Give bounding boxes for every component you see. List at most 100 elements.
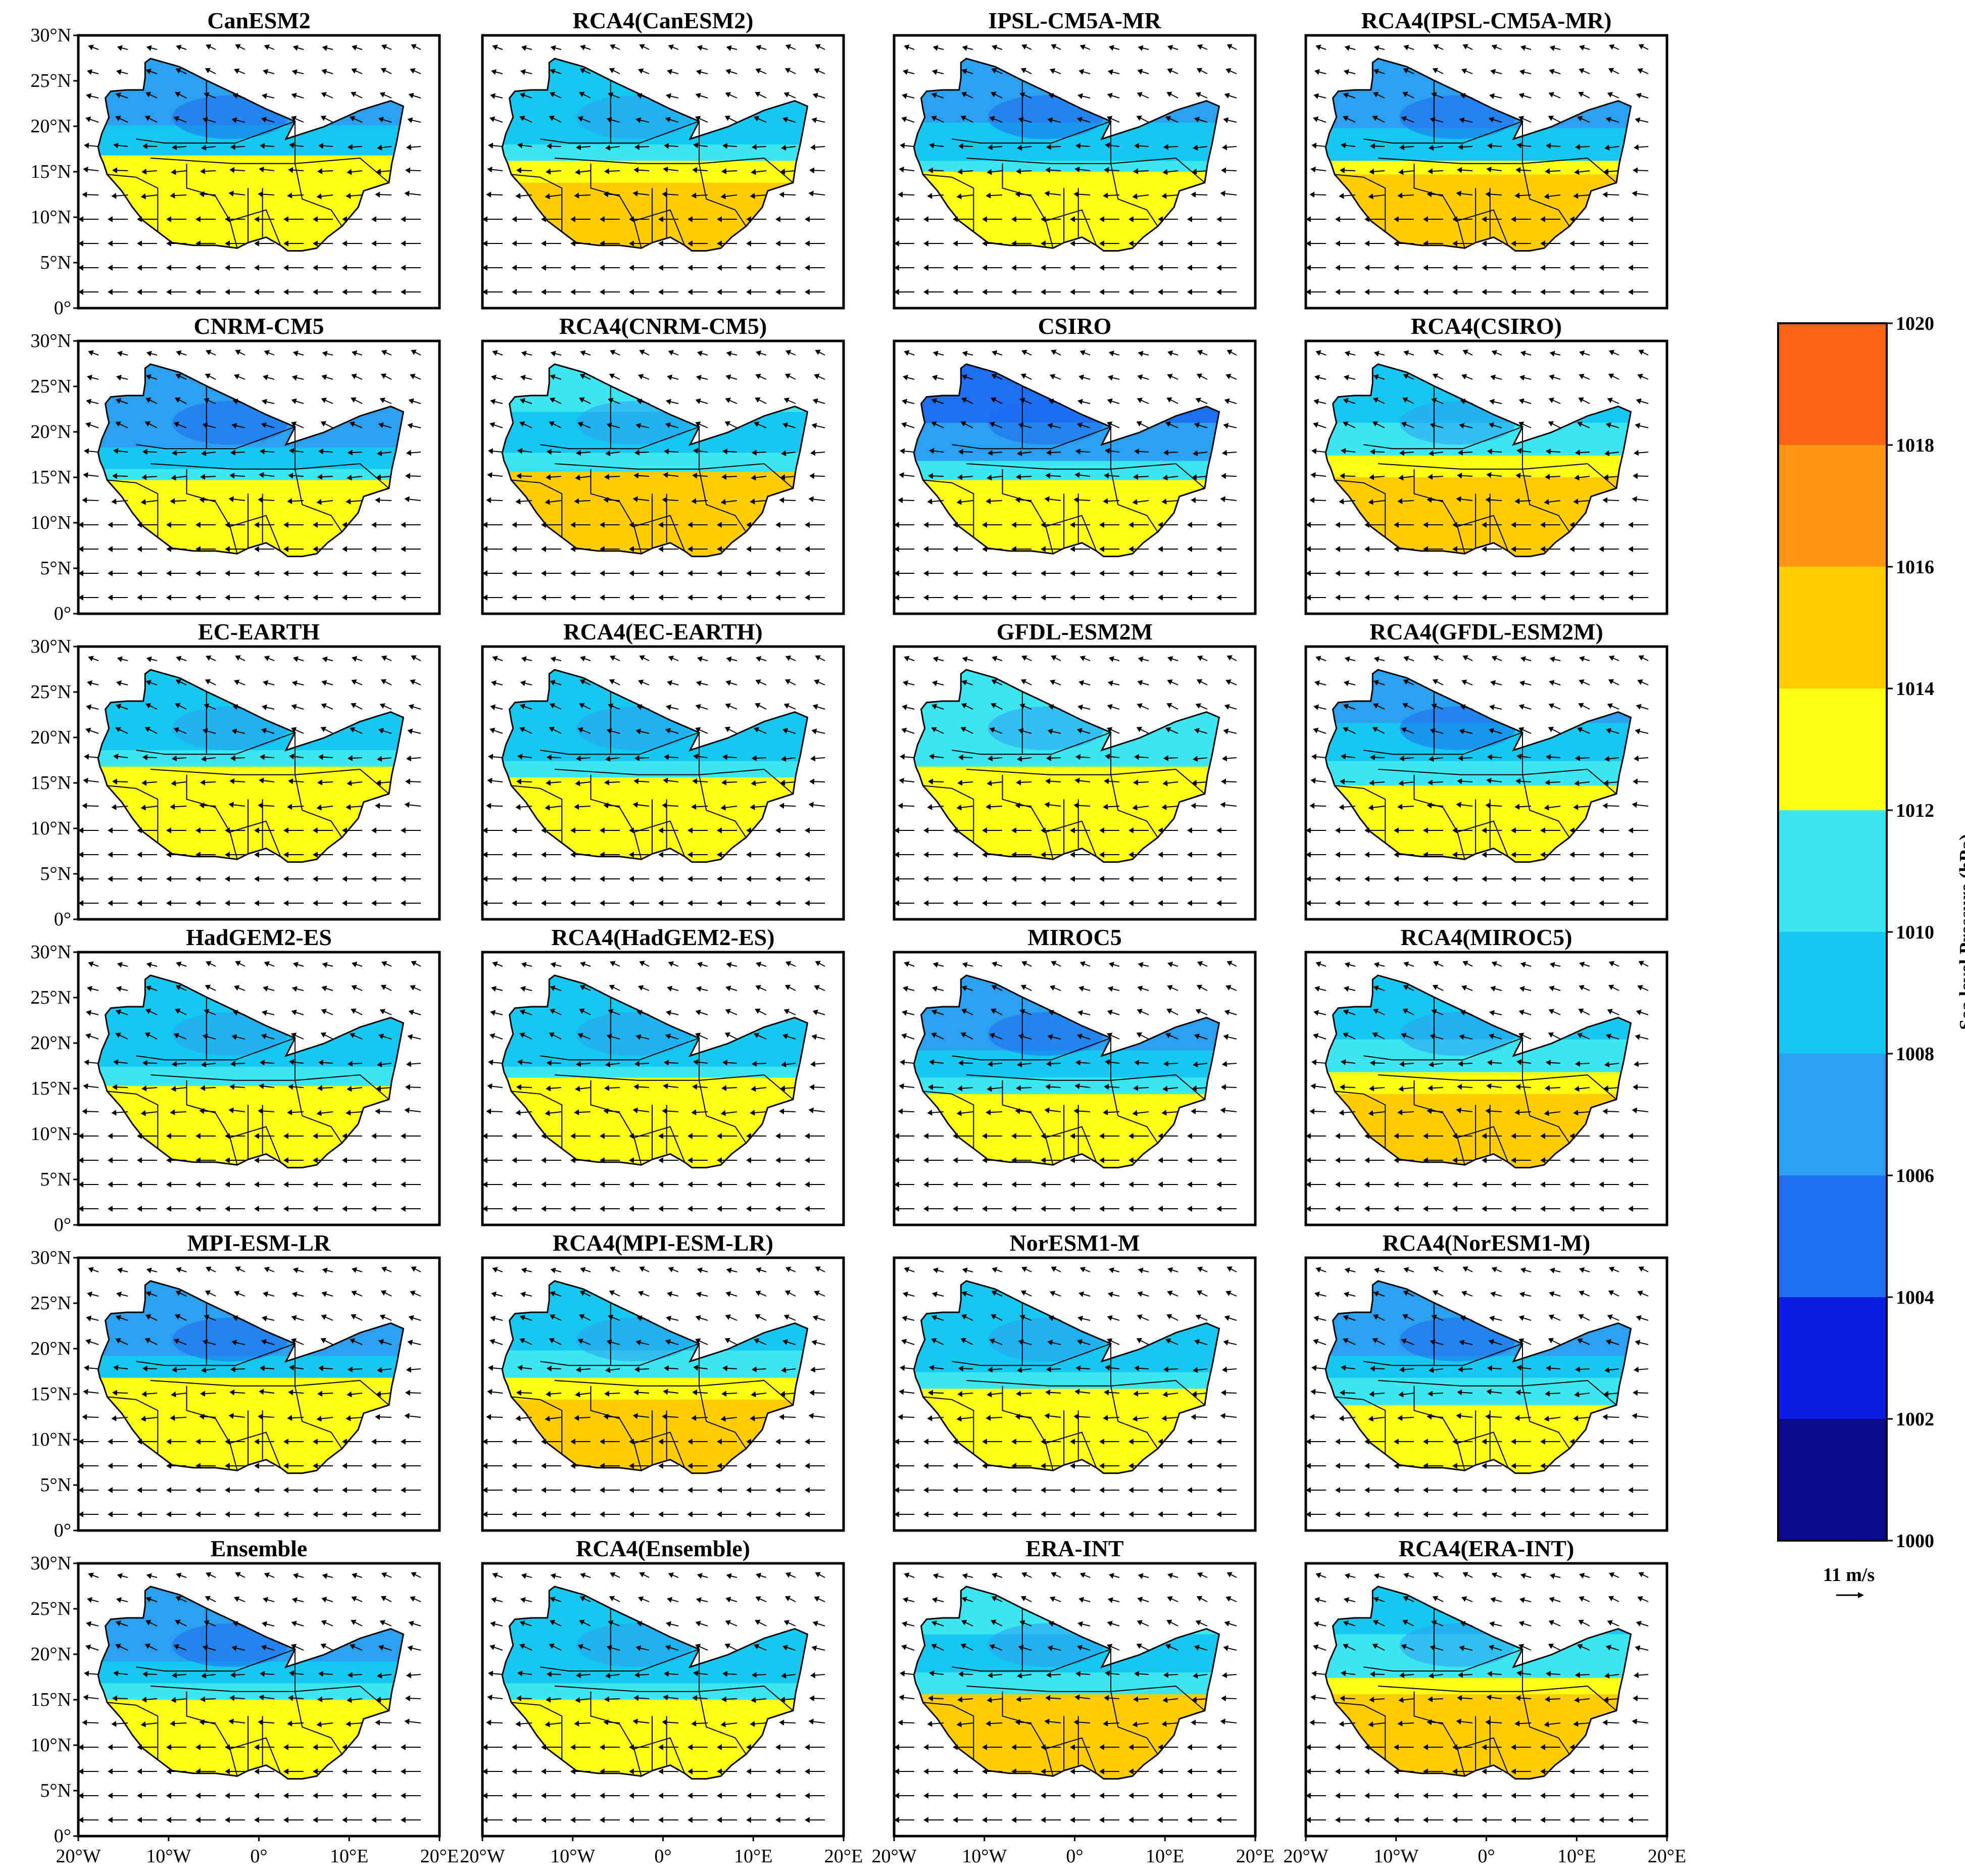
wind-arrow-head [775,852,780,858]
wind-arrow-head [695,727,701,733]
wind-arrow-head [1603,474,1609,480]
wind-arrow-head [810,1061,816,1067]
wind-arrow-head [982,546,987,552]
wind-arrow-head [1608,679,1614,684]
wind-arrow-head [902,93,908,99]
wind-arrow-head [610,961,616,967]
wind-arrow-head [173,116,179,122]
region-outline [97,974,405,1169]
wind-arrow-head [1423,595,1428,601]
wind-arrow-head [1128,216,1134,222]
wind-arrow-head [1220,1107,1225,1114]
wind-arrow-head [663,142,669,149]
wind-arrow-head [1041,546,1046,552]
wind-arrow-head [687,876,693,882]
wind-arrow-head [1491,350,1497,356]
wind-arrow-head [1515,778,1521,784]
wind-arrow-head [751,1366,757,1372]
wind-arrow-head [225,1133,230,1139]
wind-arrow-head [600,1206,605,1212]
wind-arrow-head [381,1266,387,1272]
panel-frame [1304,645,1668,921]
wind-arrow-head [254,265,259,271]
pressure-band [98,1085,404,1168]
wind-arrow-head [1482,852,1487,858]
wind-arrow-head [1402,703,1408,709]
wind-arrow-head [1045,167,1051,173]
wind-arrow-head [1460,704,1466,710]
wind-arrow-head [570,570,575,576]
wind-arrow-head [541,522,546,528]
wind-arrow-head [962,351,968,357]
wind-arrow-head [82,191,87,198]
wind-arrow-head [1491,44,1497,50]
wind-arrow-head [371,900,376,906]
panel-frame [481,951,845,1226]
wind-arrow-head [811,423,817,429]
wind-arrow-head [904,656,910,662]
wind-arrow-head [779,497,784,504]
wind-arrow-head [927,804,932,810]
wind-arrow-head [1216,522,1221,528]
wind-arrow-head [512,876,517,882]
wind-arrow-head [254,1181,259,1188]
wind-arrow-head [1343,398,1349,404]
wind-arrow-head [342,1206,347,1212]
wind-arrow-head [283,827,288,833]
wind-arrow-head [1429,1061,1434,1068]
wind-arrow-head [1452,827,1457,833]
wind-arrow-head [1394,827,1399,833]
wind-vectors [894,350,1237,601]
wind-arrow-head [233,1291,240,1297]
wind-arrow-head [205,1290,211,1296]
wind-arrow-head [784,679,791,684]
wind-arrow-head [1511,289,1516,295]
wind-arrow-head [259,1389,264,1395]
wind-vectors [1306,44,1649,295]
wind-arrow-head [545,193,550,200]
wind-arrow-head [318,1059,324,1066]
wind-arrow-head [781,1061,787,1068]
wind-arrow-head [321,92,327,98]
wind-arrow-head [658,570,663,576]
wind-arrow-head [541,1439,546,1445]
wind-arrow-head [574,192,579,199]
map-panel: RCA4(CSIRO) [1304,313,1668,615]
wind-arrow-head [195,1463,201,1469]
wind-arrow-head [401,240,406,246]
country-borders [1335,80,1617,249]
wind-arrow-head [600,900,605,906]
panel-frame [481,34,845,310]
wind-arrow-head [639,961,645,966]
wind-arrow-head [1315,44,1321,51]
wind-arrow-head [726,1267,732,1273]
wind-arrow-head [170,804,175,810]
wind-arrow-head [1051,350,1057,355]
wind-arrow-head [83,777,88,784]
wind-arrow-head [1335,570,1340,576]
y-tick-label: 20°N [30,1338,71,1359]
wind-arrow-head [953,827,958,833]
wind-arrow-head [545,1415,550,1422]
wind-arrow-head [254,876,259,882]
wind-arrow-head [371,1511,376,1517]
wind-arrow-head [137,1487,142,1493]
wind-arrow-head [1433,44,1439,50]
wind-arrow-head [958,143,963,150]
wind-arrow-head [1427,497,1432,503]
wind-arrow-head [692,1389,698,1396]
wind-arrow-head [1428,168,1433,174]
wind-arrow-head [1015,1108,1020,1114]
wind-arrow-head [697,351,703,357]
wind-arrow-head [115,116,121,121]
wind-arrow-head [717,1439,722,1445]
wind-arrow-head [1103,192,1108,199]
wind-arrow-head [1519,69,1525,75]
wind-arrow-head [166,1206,171,1212]
wind-arrow-head [517,1059,523,1065]
wind-arrow-head [140,193,146,200]
wind-arrow-head [166,522,171,528]
wind-arrow-head [780,779,785,786]
wind-arrow-head [115,1032,121,1038]
wind-arrow-head [636,1010,643,1016]
